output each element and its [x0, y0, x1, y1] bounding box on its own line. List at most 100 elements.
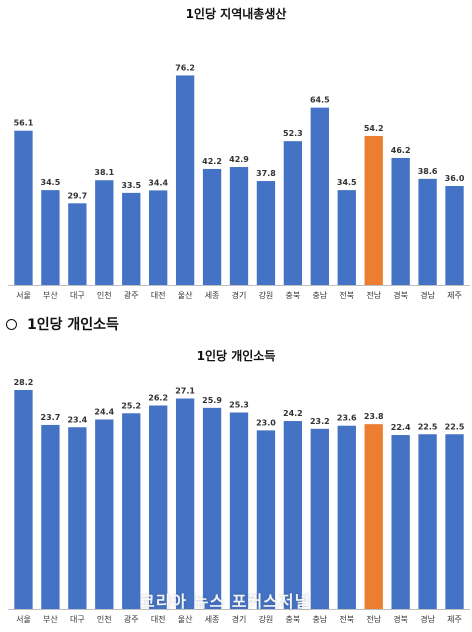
- data-label-3: 23.4: [67, 415, 87, 424]
- bar-3: [68, 427, 87, 609]
- category-label-16: 경남: [420, 614, 435, 624]
- data-label-14: 23.8: [364, 412, 384, 421]
- category-label-8: 세종: [205, 615, 220, 624]
- category-label-17: 제주: [447, 291, 462, 300]
- chart-title: 1인당 개인소득: [197, 348, 276, 363]
- category-label-6: 대전: [151, 290, 166, 300]
- bar-8: [202, 168, 222, 285]
- data-label-17: 22.5: [445, 422, 465, 431]
- bar-7: [175, 75, 195, 285]
- category-label-13: 전북: [339, 614, 354, 624]
- category-label-8: 세종: [205, 291, 220, 300]
- data-label-10: 37.8: [256, 169, 276, 178]
- bar-16: [418, 178, 437, 285]
- category-label-17: 제주: [447, 615, 462, 624]
- data-label-11: 52.3: [283, 129, 303, 138]
- category-label-6: 대전: [151, 614, 166, 624]
- data-label-8: 25.9: [202, 396, 222, 405]
- chart-title: 1인당 지역내총생산: [186, 6, 287, 21]
- bar-9: [229, 412, 249, 609]
- category-label-7: 울산: [178, 290, 193, 300]
- category-label-3: 대구: [70, 615, 85, 624]
- bar-7: [175, 398, 195, 609]
- category-label-16: 경남: [420, 290, 435, 300]
- category-label-5: 광주: [124, 290, 139, 300]
- category-label-14: 전남: [366, 290, 381, 300]
- category-label-15: 경북: [393, 614, 408, 624]
- watermark: 코리아 뉴스 포커스저널: [140, 592, 311, 611]
- bar-4: [95, 180, 114, 285]
- category-label-13: 전북: [339, 290, 354, 300]
- category-label-10: 강원: [259, 290, 274, 300]
- data-label-16: 38.6: [418, 167, 438, 176]
- data-label-2: 23.7: [41, 413, 61, 422]
- bar-14: [364, 424, 383, 609]
- bar-8: [202, 407, 222, 609]
- bar-10: [256, 181, 276, 285]
- data-label-5: 25.2: [121, 401, 141, 410]
- data-label-16: 22.5: [418, 422, 438, 431]
- bar-1: [14, 389, 33, 609]
- data-label-4: 38.1: [94, 168, 114, 177]
- category-label-2: 부산: [43, 290, 58, 300]
- category-label-11: 충북: [286, 615, 301, 624]
- data-label-17: 36.0: [445, 174, 465, 183]
- category-label-12: 충남: [312, 291, 327, 300]
- section-header-text: 1인당 개인소득: [27, 317, 119, 333]
- bar-17: [445, 186, 464, 285]
- bar-15: [391, 157, 410, 285]
- category-label-12: 충남: [312, 615, 327, 624]
- category-label-4: 인천: [97, 290, 112, 300]
- data-label-4: 24.4: [94, 407, 114, 416]
- bar-12: [310, 428, 329, 609]
- bar-14: [364, 135, 383, 285]
- data-label-12: 23.2: [310, 417, 330, 426]
- bar-11: [283, 421, 303, 609]
- bar-11: [283, 141, 303, 285]
- bar-5: [122, 192, 141, 286]
- category-label-5: 광주: [124, 614, 139, 624]
- data-label-5: 33.5: [121, 181, 141, 190]
- bar-16: [418, 434, 437, 609]
- data-label-6: 34.4: [148, 178, 168, 187]
- data-label-9: 42.9: [229, 155, 249, 164]
- data-label-13: 34.5: [337, 178, 357, 187]
- bar-6: [149, 190, 168, 285]
- data-label-7: 27.1: [175, 387, 195, 396]
- category-label-1: 서울: [16, 291, 31, 300]
- bar-1: [14, 130, 33, 285]
- data-label-7: 76.2: [175, 63, 195, 72]
- data-label-14: 54.2: [364, 124, 384, 133]
- section-header: 1인당 개인소득: [4, 314, 119, 334]
- category-label-4: 인천: [97, 614, 112, 624]
- bar-5: [122, 413, 141, 609]
- data-label-15: 22.4: [391, 423, 411, 432]
- category-label-3: 대구: [70, 291, 85, 300]
- category-label-2: 부산: [43, 614, 58, 624]
- data-label-12: 64.5: [310, 96, 330, 105]
- data-label-1: 56.1: [14, 119, 34, 128]
- data-label-2: 34.5: [41, 178, 61, 187]
- category-label-15: 경북: [393, 290, 408, 300]
- data-label-8: 42.2: [202, 157, 222, 166]
- bar-3: [68, 203, 87, 285]
- bar-2: [41, 424, 60, 609]
- data-label-1: 28.2: [14, 378, 34, 387]
- bar-17: [445, 434, 464, 609]
- bar-10: [256, 430, 276, 609]
- bar-13: [337, 425, 356, 609]
- personal-income-chart: 1인당 개인소득 28.2 서울 23.7 부산 23.4 대구 24.4 인천 25.2 광주 2…: [8, 348, 470, 624]
- category-label-11: 충북: [286, 291, 301, 300]
- category-label-9: 경기: [232, 290, 247, 300]
- data-label-3: 29.7: [67, 191, 87, 200]
- bar-12: [310, 107, 329, 286]
- bar-2: [41, 190, 60, 286]
- data-label-15: 46.2: [391, 146, 411, 155]
- bar-6: [149, 405, 168, 609]
- category-label-10: 강원: [259, 614, 274, 624]
- category-label-14: 전남: [366, 614, 381, 624]
- category-label-7: 울산: [178, 614, 193, 624]
- grdp-chart: 1인당 지역내총생산 56.1 서울 34.5 부산 29.7 대구 38.1 인천 33.5 광…: [8, 6, 470, 300]
- data-label-10: 23.0: [256, 418, 276, 427]
- bar-13: [337, 190, 356, 286]
